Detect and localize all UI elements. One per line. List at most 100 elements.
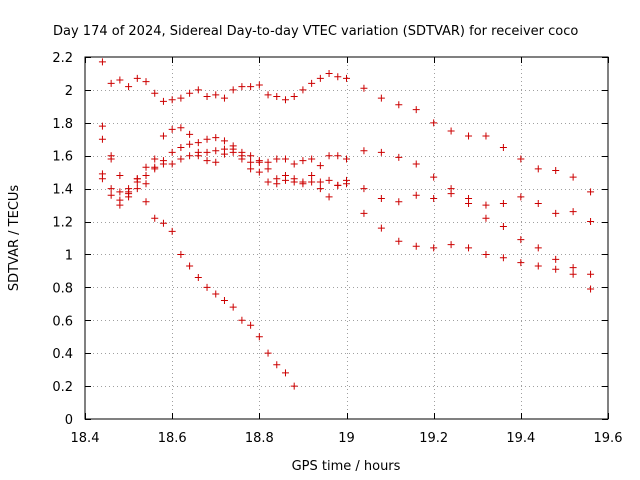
- data-point: [151, 155, 159, 163]
- data-point: [316, 185, 324, 193]
- data-point: [499, 199, 507, 207]
- chart-title: Day 174 of 2024, Sidereal Day-to-day VTE…: [53, 24, 578, 39]
- data-point: [281, 155, 289, 163]
- data-point: [281, 96, 289, 104]
- data-point: [212, 134, 220, 142]
- data-point: [220, 137, 228, 145]
- data-point: [587, 218, 595, 226]
- data-point: [186, 152, 194, 160]
- data-point: [203, 157, 211, 165]
- labels-layer: 18.4 18.6 18.8 19 19.2 19.4 19.6 0 0.2 0.4 0.6 0.8 1…: [52, 51, 622, 446]
- data-point: [212, 158, 220, 166]
- data-point: [151, 165, 159, 173]
- data-point: [159, 160, 167, 168]
- data-point: [499, 254, 507, 262]
- data-point: [168, 96, 176, 104]
- data-point: [430, 244, 438, 252]
- data-point: [447, 190, 455, 198]
- data-point: [159, 219, 167, 227]
- data-point: [212, 91, 220, 99]
- x-tick-label: 19.6: [594, 431, 623, 446]
- data-point: [264, 165, 272, 173]
- data-point: [316, 178, 324, 186]
- data-point: [116, 201, 124, 209]
- y-tick-label: 2.2: [52, 51, 73, 66]
- data-point: [151, 214, 159, 222]
- data-point: [273, 92, 281, 100]
- data-point: [273, 155, 281, 163]
- data-point: [299, 157, 307, 165]
- data-point: [412, 106, 420, 114]
- data-point: [534, 165, 542, 173]
- data-point: [107, 155, 115, 163]
- data-point: [194, 139, 202, 147]
- data-point: [552, 265, 560, 273]
- y-axis-title: SDTVAR / TECUs: [7, 185, 22, 292]
- data-point: [517, 236, 525, 244]
- data-point: [281, 171, 289, 179]
- data-point: [264, 158, 272, 166]
- x-tick-label: 19.4: [506, 431, 535, 446]
- data-point: [177, 124, 185, 132]
- data-point: [308, 178, 316, 186]
- data-point: [116, 171, 124, 179]
- data-point: [168, 227, 176, 235]
- data-point: [552, 167, 560, 175]
- data-point: [395, 153, 403, 161]
- data-point: [534, 199, 542, 207]
- series-sat-d: [98, 122, 595, 293]
- data-point: [534, 244, 542, 252]
- y-tick-label: 0: [65, 413, 73, 428]
- data-point: [203, 135, 211, 143]
- y-tick-label: 1.8: [52, 117, 73, 132]
- data-point: [569, 173, 577, 181]
- data-point: [142, 180, 150, 188]
- data-point: [316, 74, 324, 82]
- y-tick-label: 1.2: [52, 216, 73, 231]
- data-point: [325, 69, 333, 77]
- data-point: [177, 144, 185, 151]
- data-point: [220, 297, 228, 305]
- data-point: [177, 94, 185, 102]
- data-point: [517, 155, 525, 163]
- data-point: [142, 198, 150, 206]
- data-point: [482, 132, 490, 140]
- data-point: [133, 175, 141, 183]
- data-point: [517, 259, 525, 267]
- data-point: [133, 185, 141, 193]
- data-point: [203, 148, 211, 156]
- data-point: [194, 86, 202, 94]
- data-point: [360, 209, 368, 217]
- series-sat-e: [98, 135, 298, 390]
- data-point: [412, 242, 420, 250]
- data-point: [334, 73, 342, 81]
- data-point: [552, 255, 560, 263]
- data-point: [116, 76, 124, 84]
- data-point: [299, 178, 307, 186]
- data-point: [264, 349, 272, 357]
- data-point: [360, 147, 368, 155]
- data-point: [290, 382, 298, 390]
- data-point: [569, 208, 577, 216]
- data-point: [587, 188, 595, 196]
- points-layer: [98, 58, 595, 390]
- y-tick-label: 1.6: [52, 150, 73, 165]
- data-point: [255, 158, 263, 166]
- data-point: [377, 148, 385, 156]
- x-tick-label: 18.6: [158, 431, 187, 446]
- data-point: [395, 101, 403, 109]
- data-point: [308, 155, 316, 163]
- data-point: [229, 145, 237, 153]
- data-point: [412, 191, 420, 199]
- data-point: [177, 250, 185, 258]
- data-point: [98, 58, 106, 66]
- data-point: [447, 241, 455, 249]
- data-point: [290, 160, 298, 168]
- data-point: [238, 83, 246, 91]
- data-point: [142, 163, 150, 171]
- data-point: [186, 89, 194, 97]
- data-point: [212, 147, 220, 155]
- data-point: [587, 270, 595, 278]
- data-point: [186, 262, 194, 270]
